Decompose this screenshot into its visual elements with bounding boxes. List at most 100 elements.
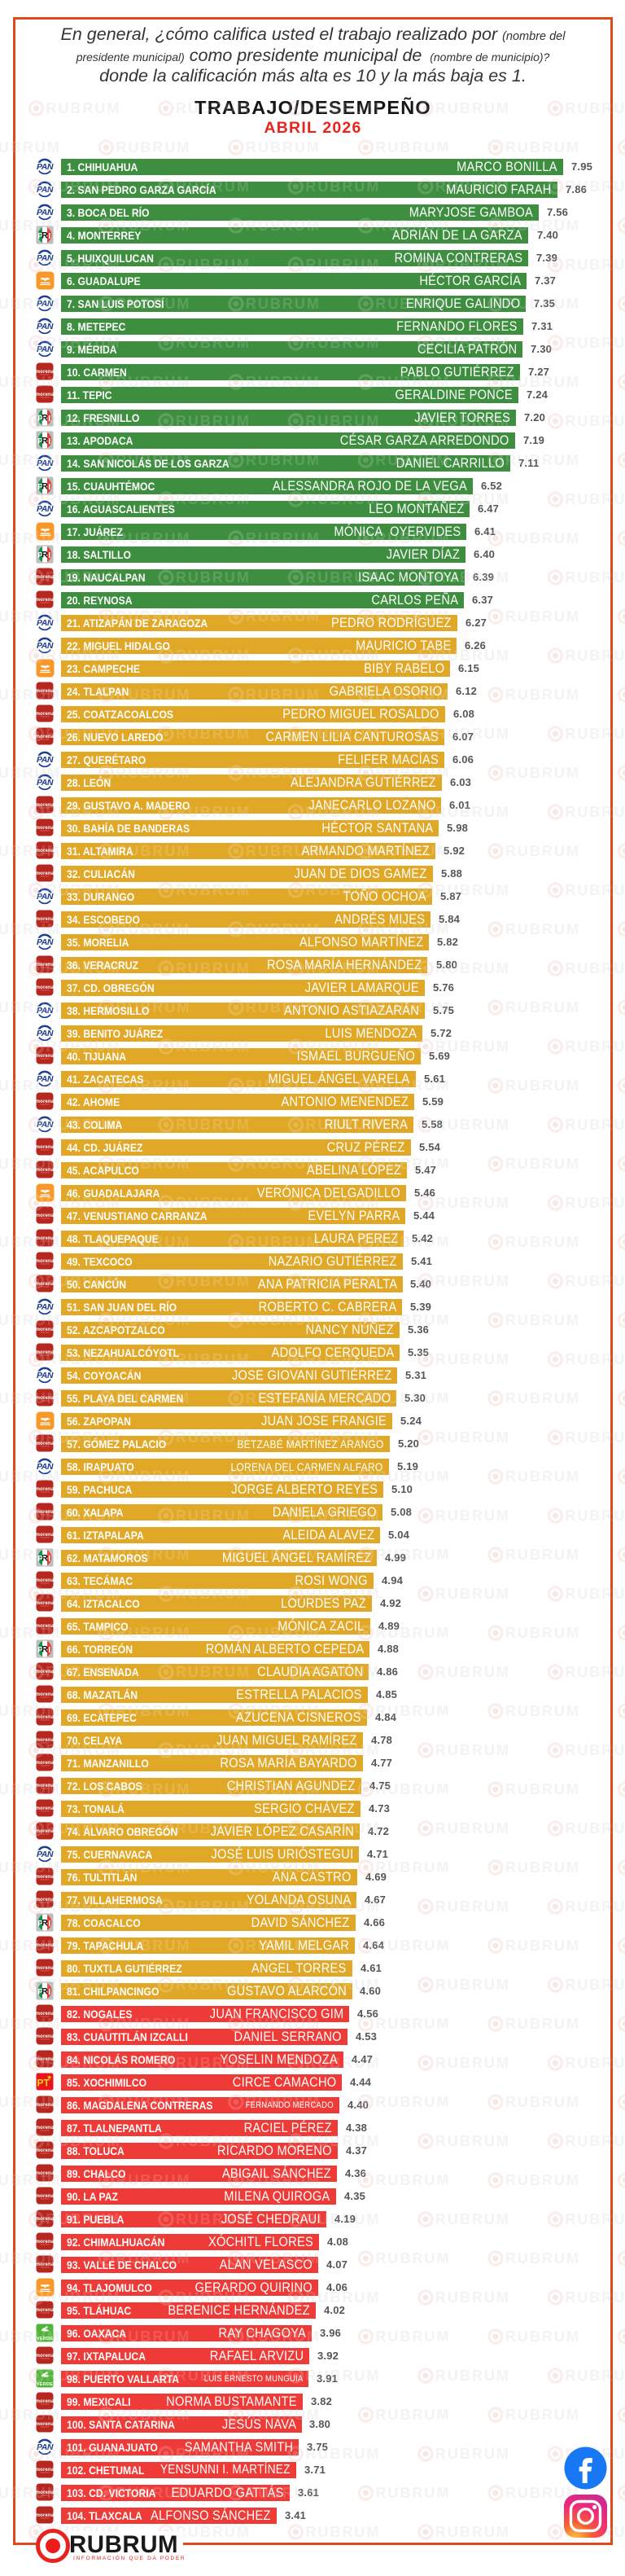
svg-text:PAN: PAN (37, 641, 54, 651)
svg-text:morena: morena (36, 1670, 54, 1674)
svg-text:PAN: PAN (37, 755, 54, 765)
svg-text:PAN: PAN (37, 504, 54, 514)
svg-text:morena: morena (36, 370, 54, 375)
svg-text:I: I (48, 1920, 50, 1929)
svg-text:morena: morena (36, 826, 54, 831)
svg-text:PAN: PAN (37, 778, 54, 788)
svg-text:morena: morena (36, 1259, 54, 1264)
svg-text:I: I (48, 483, 50, 492)
svg-text:PAN: PAN (37, 1850, 54, 1859)
svg-text:I: I (48, 1988, 50, 1997)
svg-text:I: I (48, 551, 50, 560)
svg-text:morena: morena (36, 393, 54, 397)
svg-text:morena: morena (36, 689, 54, 694)
svg-text:morena: morena (36, 2422, 54, 2427)
svg-text:PAN: PAN (37, 1029, 54, 1038)
svg-text:PAN: PAN (37, 459, 54, 468)
svg-text:PAN: PAN (37, 892, 54, 902)
svg-text:I: I (48, 1646, 50, 1655)
svg-text:R: R (42, 1987, 48, 1997)
svg-text:R: R (42, 231, 48, 241)
svg-text:R: R (42, 1645, 48, 1655)
svg-text:morena: morena (36, 1943, 54, 1948)
svg-text:morena: morena (36, 1692, 54, 1697)
svg-text:PAN: PAN (37, 1006, 54, 1016)
svg-text:morena: morena (36, 2034, 54, 2039)
svg-text:morena: morena (36, 2262, 54, 2267)
svg-text:I: I (48, 415, 50, 423)
svg-text:morena: morena (36, 2513, 54, 2518)
svg-text:PAN: PAN (37, 1074, 54, 1084)
svg-text:morena: morena (36, 712, 54, 717)
svg-text:PAN: PAN (37, 618, 54, 628)
svg-text:morena: morena (36, 2217, 54, 2222)
svg-text:morena: morena (36, 1054, 54, 1059)
svg-text:R: R (42, 1919, 48, 1929)
svg-text:morena: morena (36, 1715, 54, 1720)
svg-text:PAN: PAN (37, 162, 54, 172)
svg-text:PAN: PAN (37, 322, 54, 331)
svg-text:morena: morena (36, 1829, 54, 1834)
svg-text:morena: morena (36, 1487, 54, 1492)
svg-text:morena: morena (36, 1624, 54, 1629)
svg-text:morena: morena (36, 1327, 54, 1332)
svg-text:morena: morena (36, 1442, 54, 1446)
svg-text:morena: morena (36, 2012, 54, 2016)
svg-text:PAN: PAN (37, 1302, 54, 1312)
svg-text:morena: morena (36, 575, 54, 580)
svg-text:morena: morena (36, 1761, 54, 1766)
svg-text:PAN: PAN (37, 185, 54, 195)
svg-text:morena: morena (36, 2148, 54, 2153)
svg-text:morena: morena (36, 2103, 54, 2108)
svg-text:R: R (42, 1554, 48, 1564)
svg-text:PAN: PAN (37, 208, 54, 217)
svg-text:R: R (42, 437, 48, 446)
svg-text:PAN: PAN (37, 1371, 54, 1380)
svg-text:morena: morena (36, 1966, 54, 1971)
svg-text:morena: morena (36, 917, 54, 922)
svg-text:R: R (42, 482, 48, 492)
svg-text:I: I (48, 437, 50, 446)
svg-text:morena: morena (36, 1350, 54, 1355)
svg-text:morena: morena (36, 2057, 54, 2062)
svg-text:morena: morena (36, 1213, 54, 1218)
svg-text:morena: morena (36, 871, 54, 876)
svg-text:VERDE: VERDE (37, 2382, 53, 2387)
svg-text:morena: morena (36, 1168, 54, 1173)
svg-text:I: I (48, 232, 50, 241)
svg-text:morena: morena (36, 1282, 54, 1287)
svg-text:morena: morena (36, 1784, 54, 1788)
svg-text:morena: morena (36, 1099, 54, 1104)
svg-text:morena: morena (36, 1533, 54, 1538)
svg-text:I: I (48, 1555, 50, 1564)
svg-text:PAN: PAN (37, 1120, 54, 1130)
svg-text:morena: morena (36, 1236, 54, 1241)
svg-text:morena: morena (36, 2490, 54, 2495)
svg-text:morena: morena (36, 849, 54, 854)
svg-text:morena: morena (36, 2354, 54, 2359)
svg-text:morena: morena (36, 963, 54, 968)
svg-text:morena: morena (36, 1738, 54, 1743)
svg-text:morena: morena (36, 1806, 54, 1811)
svg-text:morena: morena (36, 2308, 54, 2313)
svg-text:morena: morena (36, 1145, 54, 1150)
svg-text:morena: morena (36, 1510, 54, 1515)
svg-text:PAN: PAN (37, 253, 54, 263)
svg-text:morena: morena (36, 598, 54, 603)
svg-text:morena: morena (36, 1396, 54, 1401)
svg-text:morena: morena (36, 1875, 54, 1880)
svg-text:morena: morena (36, 2194, 54, 2199)
svg-text:PAN: PAN (37, 299, 54, 309)
svg-text:morena: morena (36, 1578, 54, 1583)
svg-text:PAN: PAN (37, 2442, 54, 2452)
svg-text:morena: morena (36, 1898, 54, 1902)
svg-text:morena: morena (36, 1601, 54, 1606)
svg-text:morena: morena (36, 735, 54, 739)
svg-text:VERDE: VERDE (37, 2337, 53, 2341)
svg-text:morena: morena (36, 2240, 54, 2245)
svg-text:PAN: PAN (37, 344, 54, 354)
svg-text:morena: morena (36, 2126, 54, 2131)
svg-text:morena: morena (36, 2468, 54, 2473)
svg-text:PAN: PAN (37, 1462, 54, 1472)
svg-text:morena: morena (36, 985, 54, 990)
